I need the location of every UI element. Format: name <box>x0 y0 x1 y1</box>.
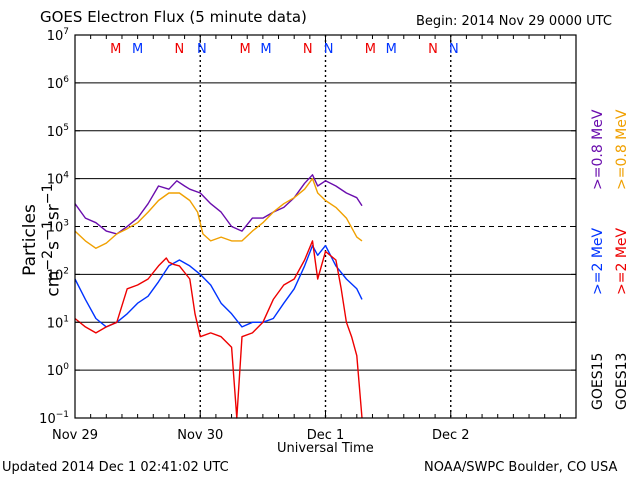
marker-label: M <box>386 42 397 57</box>
series-line-2 <box>74 177 363 250</box>
series-line-1 <box>74 174 363 235</box>
legend-entry-3: >=2 MeV <box>590 227 606 295</box>
marker-label: M <box>260 42 271 57</box>
marker-label: N <box>175 42 185 57</box>
marker-label: N <box>428 42 438 57</box>
y-tick-label: 104 <box>47 171 70 188</box>
y-tick-label: 102 <box>47 266 69 283</box>
marker-label: N <box>324 42 334 57</box>
legend-entry-5: GOES15 <box>590 353 606 410</box>
grid-layer <box>75 35 576 418</box>
legend-layer: >=0.8 MeV >=0.8 MeV >=2 MeV >=2 MeV GOES15 GO… <box>590 109 630 410</box>
x-tick-label: Dec 1 <box>307 428 345 443</box>
y-tick-label: 10−1 <box>39 410 69 427</box>
marker-label: M <box>110 42 121 57</box>
y-tick-label: 101 <box>47 314 69 331</box>
marker-label: N <box>449 42 459 57</box>
marker-label: M <box>365 42 376 57</box>
x-tick-label: Dec 2 <box>432 428 470 443</box>
y-tick-label: 106 <box>47 75 70 92</box>
x-tick-label: Nov 30 <box>177 428 223 443</box>
marker-label: N <box>197 42 207 57</box>
series-line-3 <box>74 244 363 328</box>
chart-title: GOES Electron Flux (5 minute data) <box>40 8 307 26</box>
y-tick-label: 107 <box>47 27 69 44</box>
x-tick-label: Nov 29 <box>52 428 98 443</box>
y-tick-label: 105 <box>47 123 69 140</box>
legend-entry-2: >=0.8 MeV <box>614 109 630 190</box>
y-tick-label: 103 <box>47 219 69 236</box>
credit-label: NOAA/SWPC Boulder, CO USA <box>424 460 618 475</box>
legend-entry-1: >=0.8 MeV <box>590 109 606 190</box>
begin-time-label: Begin: 2014 Nov 29 0000 UTC <box>416 14 612 29</box>
legend-entry-6: GOES13 <box>614 353 630 410</box>
legend-entry-4: >=2 MeV <box>614 227 630 295</box>
axis-layer: 10−1 100 101 102 103 104 105 106 107 Nov 29 Nov 30… <box>39 27 577 443</box>
series-line-4 <box>74 240 363 419</box>
y-tick-label: 100 <box>47 362 70 379</box>
x-axis-label: Universal Time <box>277 441 374 456</box>
marker-label: M <box>240 42 251 57</box>
marker-label: N <box>303 42 313 57</box>
series-layer <box>74 174 363 419</box>
updated-timestamp: Updated 2014 Dec 1 02:41:02 UTC <box>2 460 229 475</box>
marker-label: M <box>132 42 143 57</box>
